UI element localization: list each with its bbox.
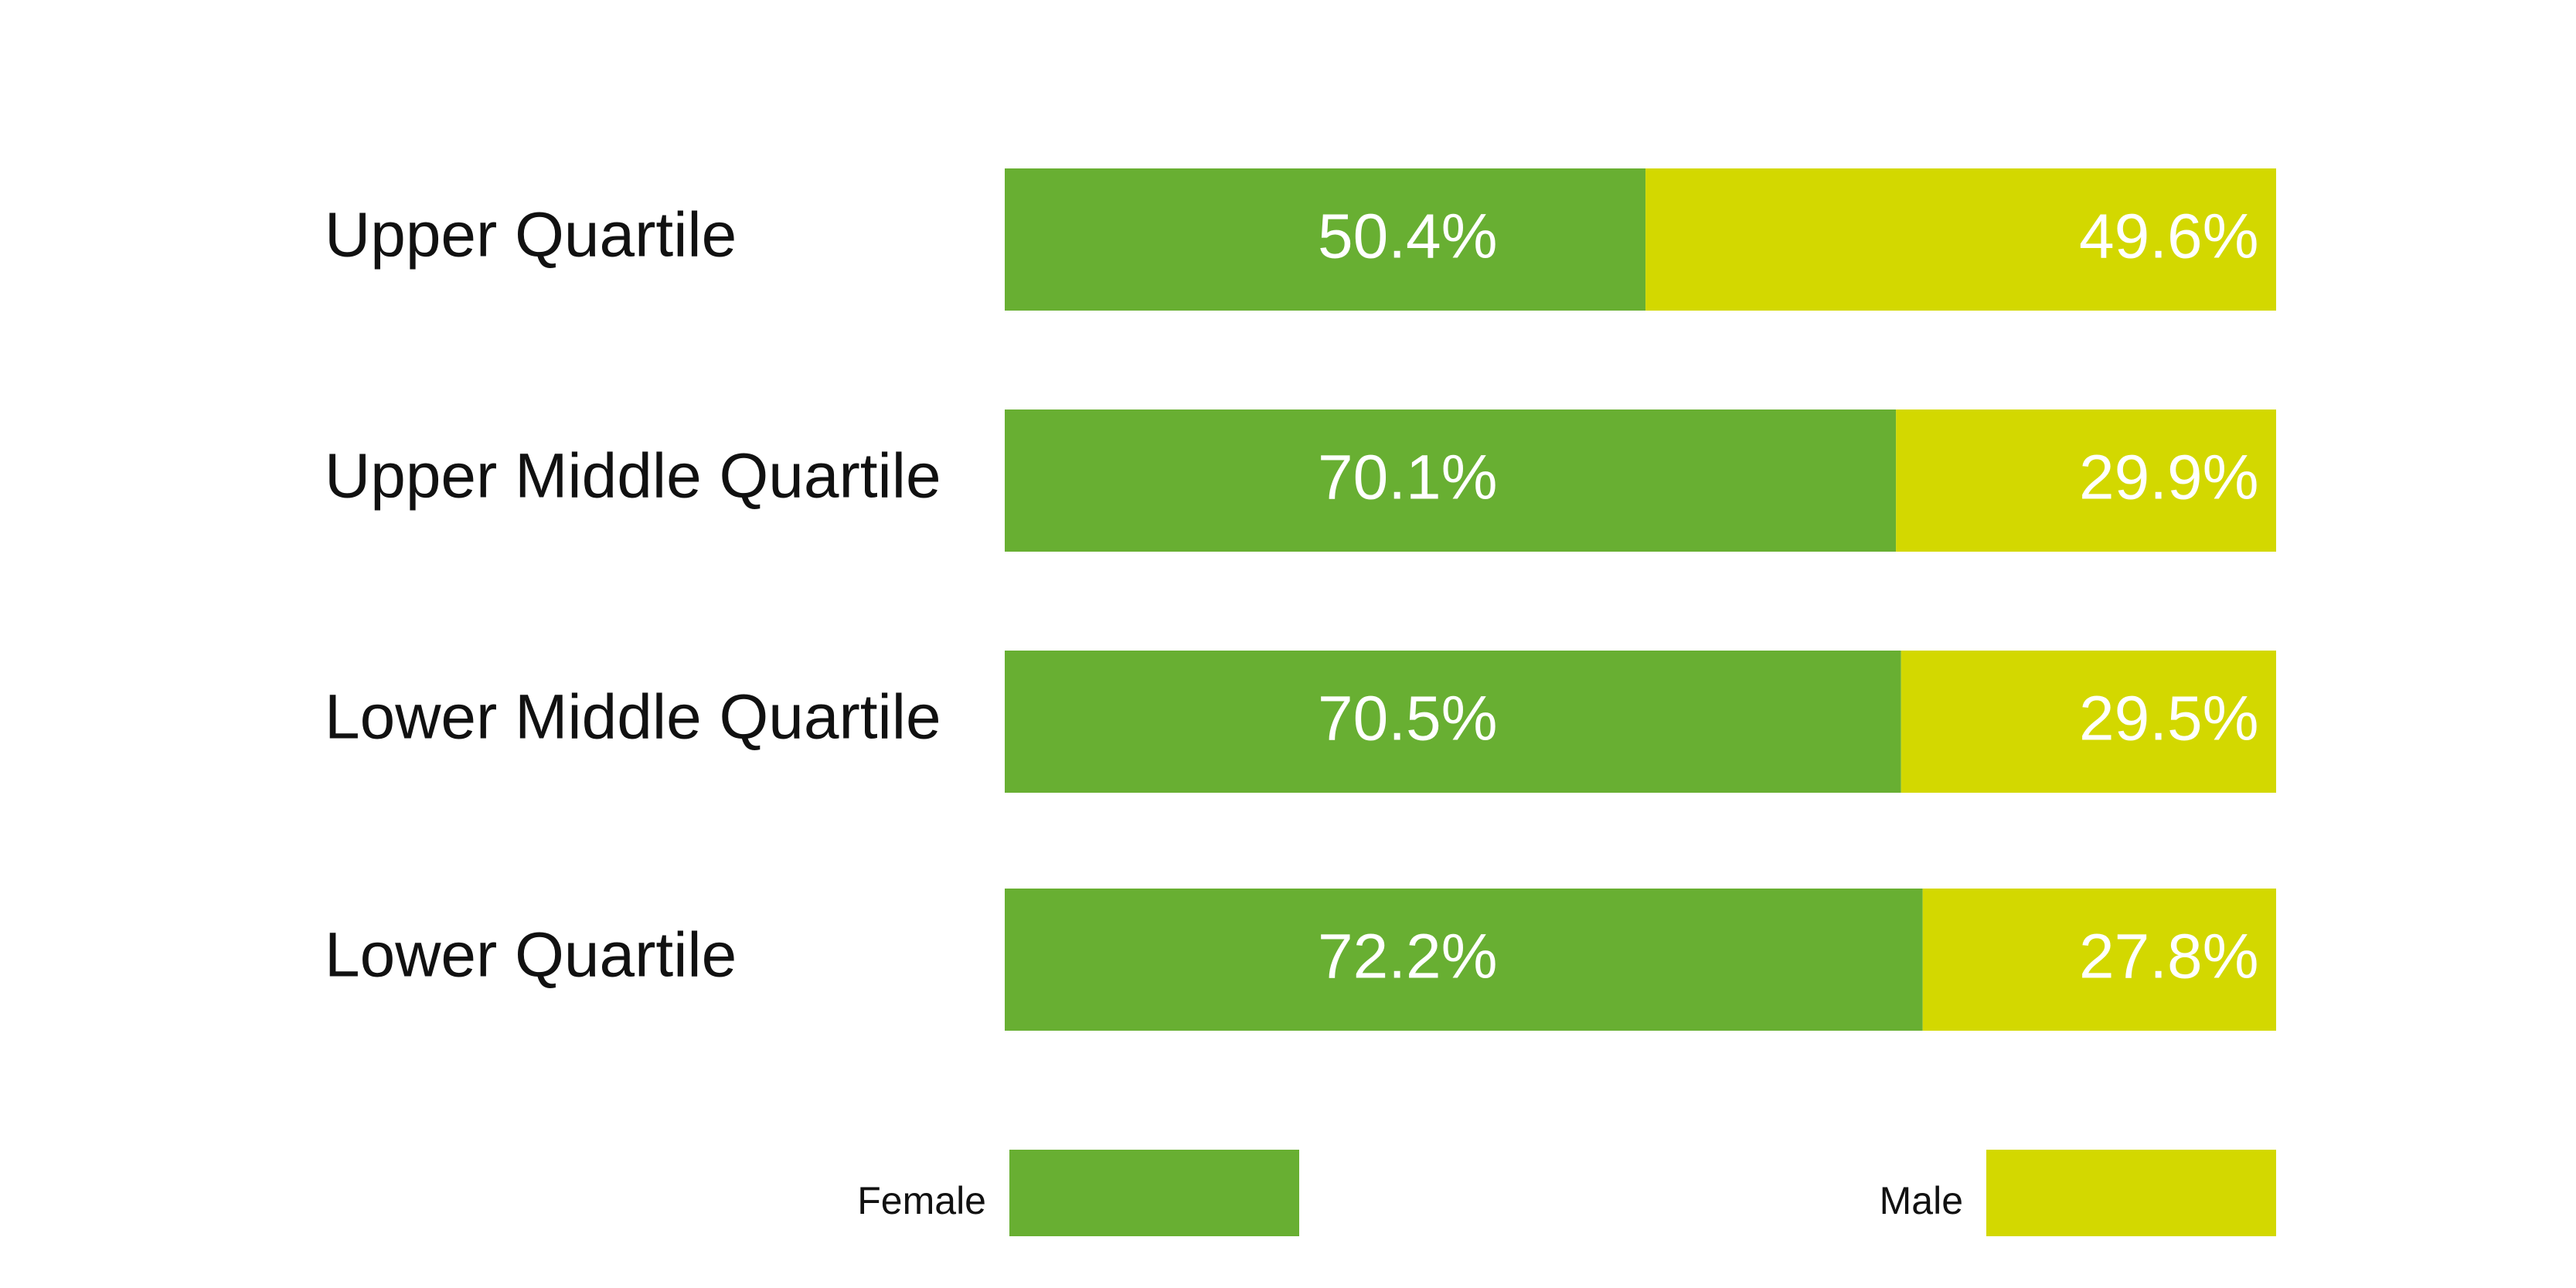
- data-label-male: 29.9%: [2079, 443, 2259, 513]
- bars-group: Upper Quartile 50.4% 49.6% Upper Middle Qua…: [325, 168, 2276, 1031]
- bar-male: [1922, 889, 2276, 1031]
- legend-label-male: Male: [1880, 1179, 1963, 1222]
- category-label: Lower Quartile: [325, 920, 737, 991]
- data-label-male: 49.6%: [2079, 202, 2259, 272]
- data-label-female: 72.2%: [1318, 922, 1498, 992]
- legend-swatch-female: [1009, 1150, 1299, 1236]
- bar-male: [1645, 168, 2276, 311]
- bar-female: [1005, 168, 1646, 311]
- bar-female: [1005, 651, 1901, 793]
- bar-female: [1005, 410, 1897, 552]
- data-label-female: 50.4%: [1318, 202, 1498, 272]
- category-label: Upper Quartile: [325, 200, 737, 270]
- data-label-male: 29.5%: [2079, 684, 2259, 754]
- legend-swatch-male: [1986, 1150, 2276, 1236]
- data-label-female: 70.1%: [1318, 443, 1498, 513]
- category-label: Lower Middle Quartile: [325, 682, 941, 753]
- data-label-female: 70.5%: [1318, 684, 1498, 754]
- bar-male: [1896, 410, 2276, 552]
- category-label: Upper Middle Quartile: [325, 441, 941, 511]
- data-label-male: 27.8%: [2079, 922, 2259, 992]
- legend-label-female: Female: [857, 1179, 986, 1222]
- bar-female: [1005, 889, 1923, 1031]
- bar-male: [1901, 651, 2276, 793]
- legend: Female Male: [857, 1150, 2276, 1236]
